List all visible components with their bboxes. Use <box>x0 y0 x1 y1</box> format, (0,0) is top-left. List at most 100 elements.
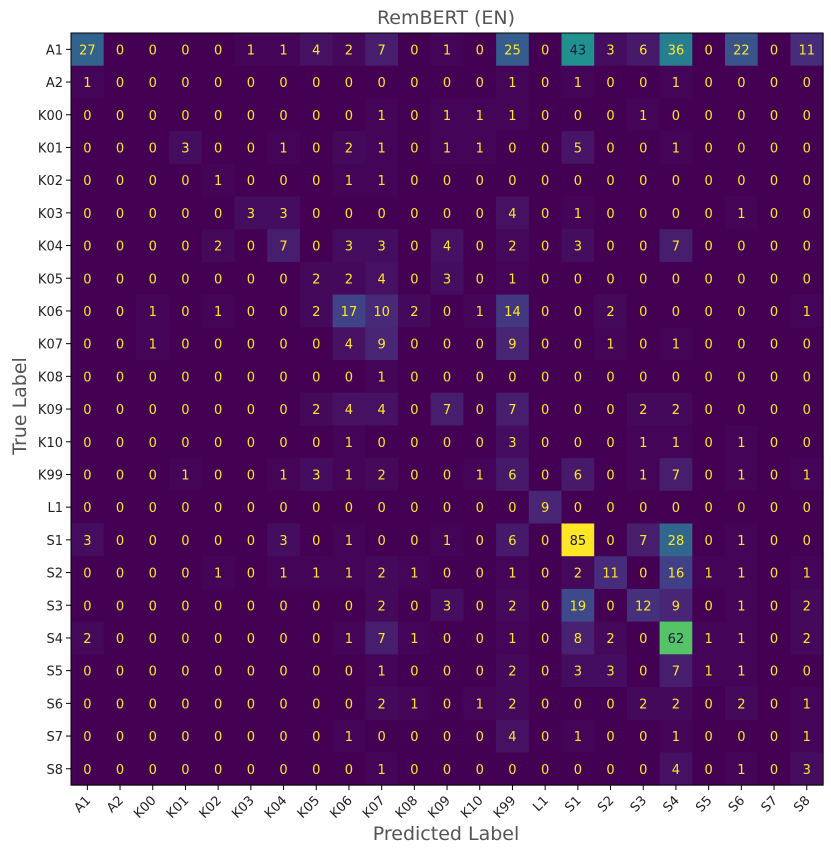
x-tick-label: S6 <box>726 793 748 815</box>
heatmap-cell <box>365 425 399 459</box>
cell-value-label: 0 <box>443 468 451 483</box>
cell-value-label: 1 <box>639 436 647 451</box>
cell-value-label: 0 <box>181 240 189 255</box>
heatmap-cell <box>103 654 137 688</box>
heatmap-cell <box>561 131 595 165</box>
cell-value-label: 0 <box>803 109 811 124</box>
heatmap-cell <box>267 33 301 67</box>
cell-value-label: 0 <box>247 468 255 483</box>
heatmap-cell <box>790 65 824 99</box>
cell-value-label: 0 <box>737 76 745 91</box>
heatmap-cell <box>692 490 726 524</box>
cell-value-label: 1 <box>378 763 386 778</box>
heatmap-cell <box>790 719 824 753</box>
heatmap-cell <box>332 229 366 263</box>
cell-value-label: 0 <box>312 501 320 516</box>
heatmap-cell <box>594 556 628 590</box>
heatmap-cell <box>790 327 824 361</box>
cell-value-label: 0 <box>803 338 811 353</box>
heatmap-cell <box>757 752 791 786</box>
heatmap-cell <box>103 229 137 263</box>
heatmap-cell <box>725 392 759 426</box>
heatmap-cell <box>496 98 530 132</box>
cell-value-label: 0 <box>312 599 320 614</box>
heatmap-cell <box>430 33 464 67</box>
cell-value-label: 0 <box>508 141 516 156</box>
heatmap-cell <box>136 261 170 296</box>
cell-value-label: 0 <box>181 763 189 778</box>
heatmap-cell <box>496 33 530 67</box>
heatmap-cell <box>430 327 464 361</box>
heatmap-cell <box>692 719 726 753</box>
heatmap-cell <box>103 98 137 132</box>
heatmap-cell <box>790 163 824 197</box>
cell-value-label: 6 <box>574 468 582 483</box>
cell-value-label: 0 <box>606 599 614 614</box>
heatmap-cell <box>659 294 693 328</box>
heatmap-cell <box>528 196 562 230</box>
x-tick-label: K04 <box>262 793 290 821</box>
y-tick-label: K99 <box>38 468 63 483</box>
heatmap-cell <box>561 98 595 132</box>
heatmap-cell <box>725 654 759 688</box>
heatmap-cell <box>398 33 432 67</box>
cell-value-label: 0 <box>770 109 778 124</box>
cell-value-label: 0 <box>116 730 124 745</box>
heatmap-cell <box>594 392 628 426</box>
cell-value-label: 0 <box>770 305 778 320</box>
heatmap-cell <box>528 425 562 459</box>
heatmap-cell <box>201 458 235 492</box>
heatmap-cell <box>659 654 693 688</box>
cell-value-label: 3 <box>574 240 582 255</box>
cell-value-label: 1 <box>672 436 680 451</box>
cell-value-label: 3 <box>83 534 91 549</box>
heatmap-cell <box>496 458 530 492</box>
heatmap-cell <box>332 490 366 524</box>
cell-value-label: 0 <box>443 338 451 353</box>
cell-value-label: 0 <box>149 763 157 778</box>
cell-value-label: 0 <box>312 763 320 778</box>
y-tick-label: K05 <box>38 272 63 287</box>
cell-value-label: 0 <box>705 436 713 451</box>
heatmap-cell <box>757 719 791 753</box>
heatmap-cell <box>71 33 105 67</box>
cell-value-label: 0 <box>541 468 549 483</box>
heatmap-cell <box>234 229 268 263</box>
heatmap-cell <box>365 752 399 786</box>
cell-value-label: 43 <box>570 43 587 58</box>
heatmap-cell <box>528 294 562 328</box>
cell-value-label: 2 <box>574 567 582 582</box>
heatmap-cell <box>71 229 105 263</box>
cell-value-label: 0 <box>574 370 582 385</box>
cell-value-label: 0 <box>476 763 484 778</box>
heatmap-cell <box>136 163 170 197</box>
cell-value-label: 0 <box>541 697 549 712</box>
cell-value-label: 0 <box>116 141 124 156</box>
heatmap-cell <box>234 752 268 786</box>
heatmap-cell <box>71 392 105 426</box>
cell-value-label: 0 <box>705 403 713 418</box>
heatmap-cell <box>463 163 497 197</box>
cell-value-label: 0 <box>214 763 222 778</box>
heatmap-cell <box>463 654 497 688</box>
cell-value-label: 0 <box>214 76 222 91</box>
heatmap-cell <box>561 621 595 655</box>
heatmap-cell <box>790 392 824 426</box>
heatmap-cell <box>201 523 235 557</box>
heatmap-cell <box>136 425 170 459</box>
x-tick-label: K08 <box>393 793 421 821</box>
heatmap-cell <box>136 458 170 492</box>
y-tick-label: S1 <box>46 534 63 549</box>
heatmap-cell <box>430 294 464 328</box>
cell-value-label: 0 <box>770 43 778 58</box>
heatmap-cell <box>169 687 203 721</box>
cell-value-label: 1 <box>803 697 811 712</box>
heatmap-cell <box>103 163 137 197</box>
heatmap-cell <box>659 588 693 623</box>
heatmap-cell <box>267 196 301 230</box>
y-tick-label: A1 <box>46 43 63 58</box>
heatmap-cell <box>594 588 628 623</box>
heatmap-cell <box>463 621 497 655</box>
chart-title: RemBERT (EN) <box>377 7 515 29</box>
cell-value-label: 0 <box>541 174 549 189</box>
